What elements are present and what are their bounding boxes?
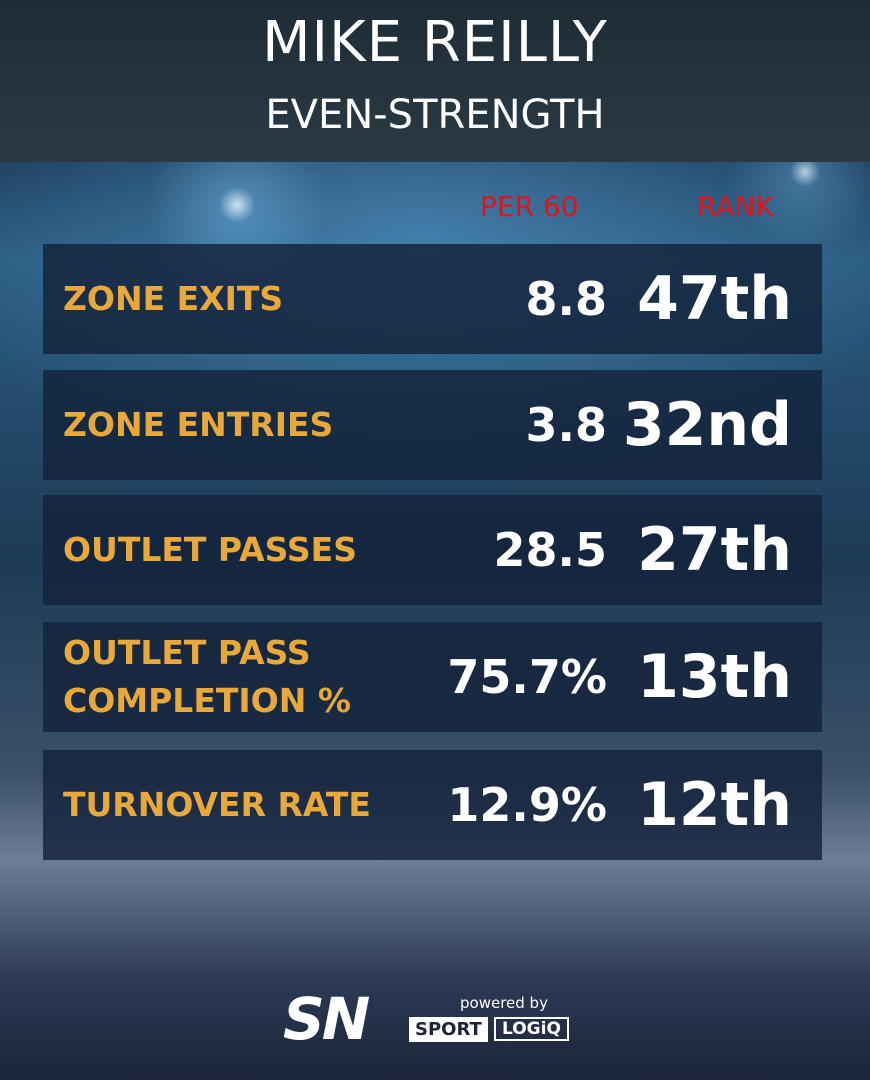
powered-by: powered by <box>460 994 548 1012</box>
stat-label: TURNOVER RATE <box>63 785 371 824</box>
per-60-value: 12.9% <box>447 778 607 832</box>
stat-row: ZONE ENTRIES 3.8 32nd <box>43 370 822 480</box>
subtitle: EVEN-STRENGTH <box>265 92 605 138</box>
per-60-value: 28.5 <box>493 523 608 577</box>
rank-value: 27th <box>637 515 792 585</box>
per-60-value: 75.7% <box>447 650 607 704</box>
sponsor-part: LOGiQ <box>494 1017 569 1041</box>
stat-label: OUTLET PASS COMPLETION % <box>63 633 351 720</box>
header <box>0 0 870 162</box>
column-header: PER 60 <box>480 190 579 223</box>
stat-row: TURNOVER RATE 12.9% 12th <box>43 750 822 860</box>
per-60-value: 8.8 <box>525 272 608 326</box>
rank-value: 13th <box>637 642 792 712</box>
stat-row: ZONE EXITS 8.8 47th <box>43 244 822 354</box>
title: MIKE REILLY <box>262 10 608 75</box>
rank-value: 12th <box>637 770 792 840</box>
column-header: RANK <box>697 190 774 223</box>
sponsor-part: SPORT <box>409 1017 488 1042</box>
stat-row: OUTLET PASS COMPLETION % 75.7% 13th <box>43 622 822 732</box>
rank-value: 47th <box>637 264 792 334</box>
per-60-value: 3.8 <box>525 398 608 452</box>
stat-label: ZONE ENTRIES <box>63 405 334 444</box>
stat-label: OUTLET PASSES <box>63 530 357 569</box>
stat-row: OUTLET PASSES 28.5 27th <box>43 495 822 605</box>
logo: SN <box>283 985 370 1053</box>
stat-label: ZONE EXITS <box>63 279 284 318</box>
rank-value: 32nd <box>622 390 792 460</box>
